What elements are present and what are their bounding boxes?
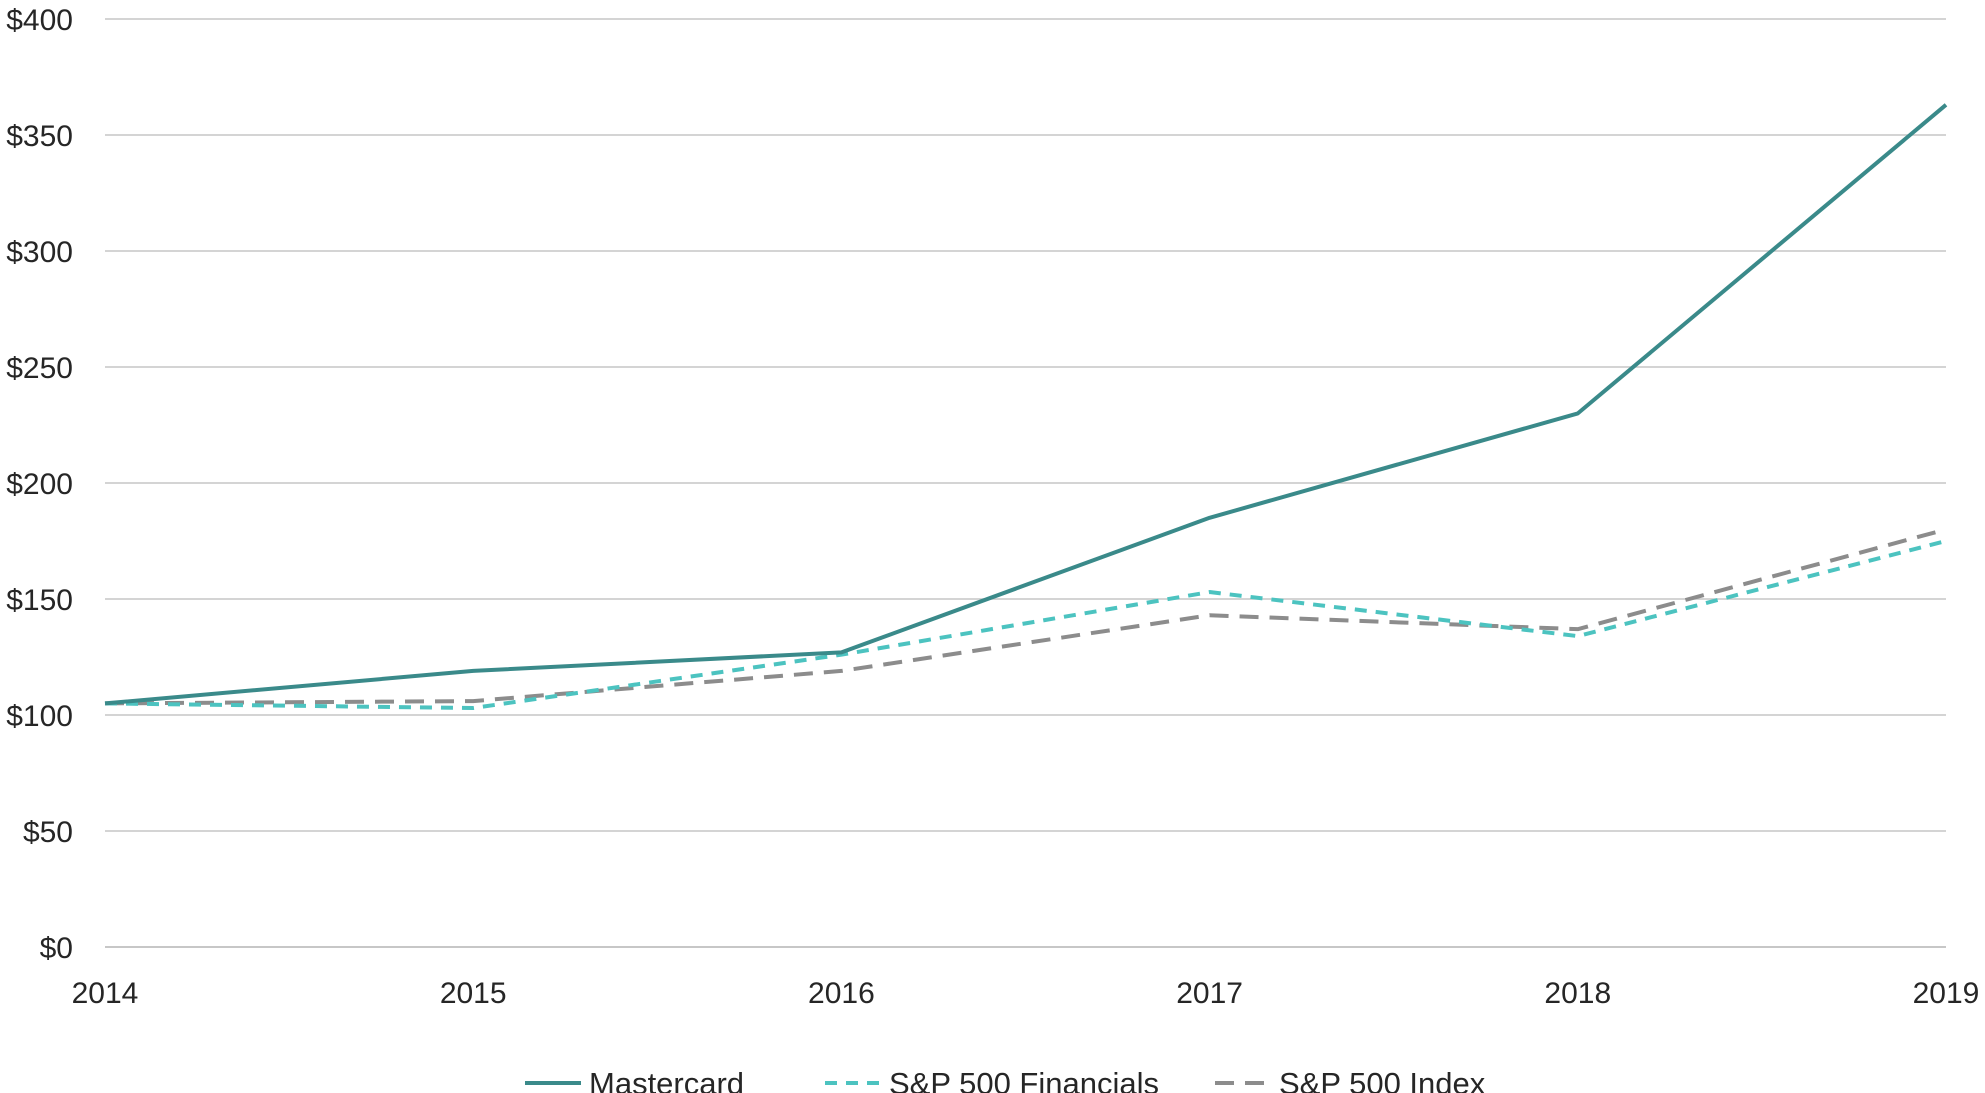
- x-tick-label: 2017: [1176, 977, 1243, 1010]
- y-tick-label: $100: [6, 700, 73, 733]
- y-tick-label: $250: [6, 352, 73, 385]
- series-line: [104, 539, 1947, 711]
- series-line: [104, 527, 1947, 706]
- y-axis-labels: $0 $50 $100 $150 $200 $250 $300 $350 $400: [6, 4, 73, 965]
- legend-label: S&P 500 Index: [1279, 1066, 1486, 1093]
- series-lines: [104, 103, 1948, 711]
- x-tick-label: 2015: [440, 977, 507, 1010]
- series-line: [104, 103, 1948, 706]
- y-tick-label: $0: [40, 932, 73, 965]
- x-tick-label: 2018: [1544, 977, 1611, 1010]
- x-axis-labels: 2014 2015 2016 2017 2018 2019: [72, 977, 1980, 1010]
- y-tick-label: $150: [6, 584, 73, 617]
- y-tick-label: $50: [23, 816, 73, 849]
- x-tick-label: 2019: [1913, 977, 1980, 1010]
- legend-label: S&P 500 Financials: [889, 1066, 1159, 1093]
- y-tick-label: $400: [6, 4, 73, 37]
- legend-label: Mastercard: [589, 1066, 744, 1093]
- x-tick-label: 2016: [808, 977, 875, 1010]
- legend: Mastercard S&P 500 Financials S&P 500 Inde…: [525, 1066, 1486, 1093]
- gridlines: [105, 18, 1946, 832]
- y-tick-label: $350: [6, 120, 73, 153]
- x-tick-label: 2014: [72, 977, 139, 1010]
- y-tick-label: $200: [6, 468, 73, 501]
- y-tick-label: $300: [6, 236, 73, 269]
